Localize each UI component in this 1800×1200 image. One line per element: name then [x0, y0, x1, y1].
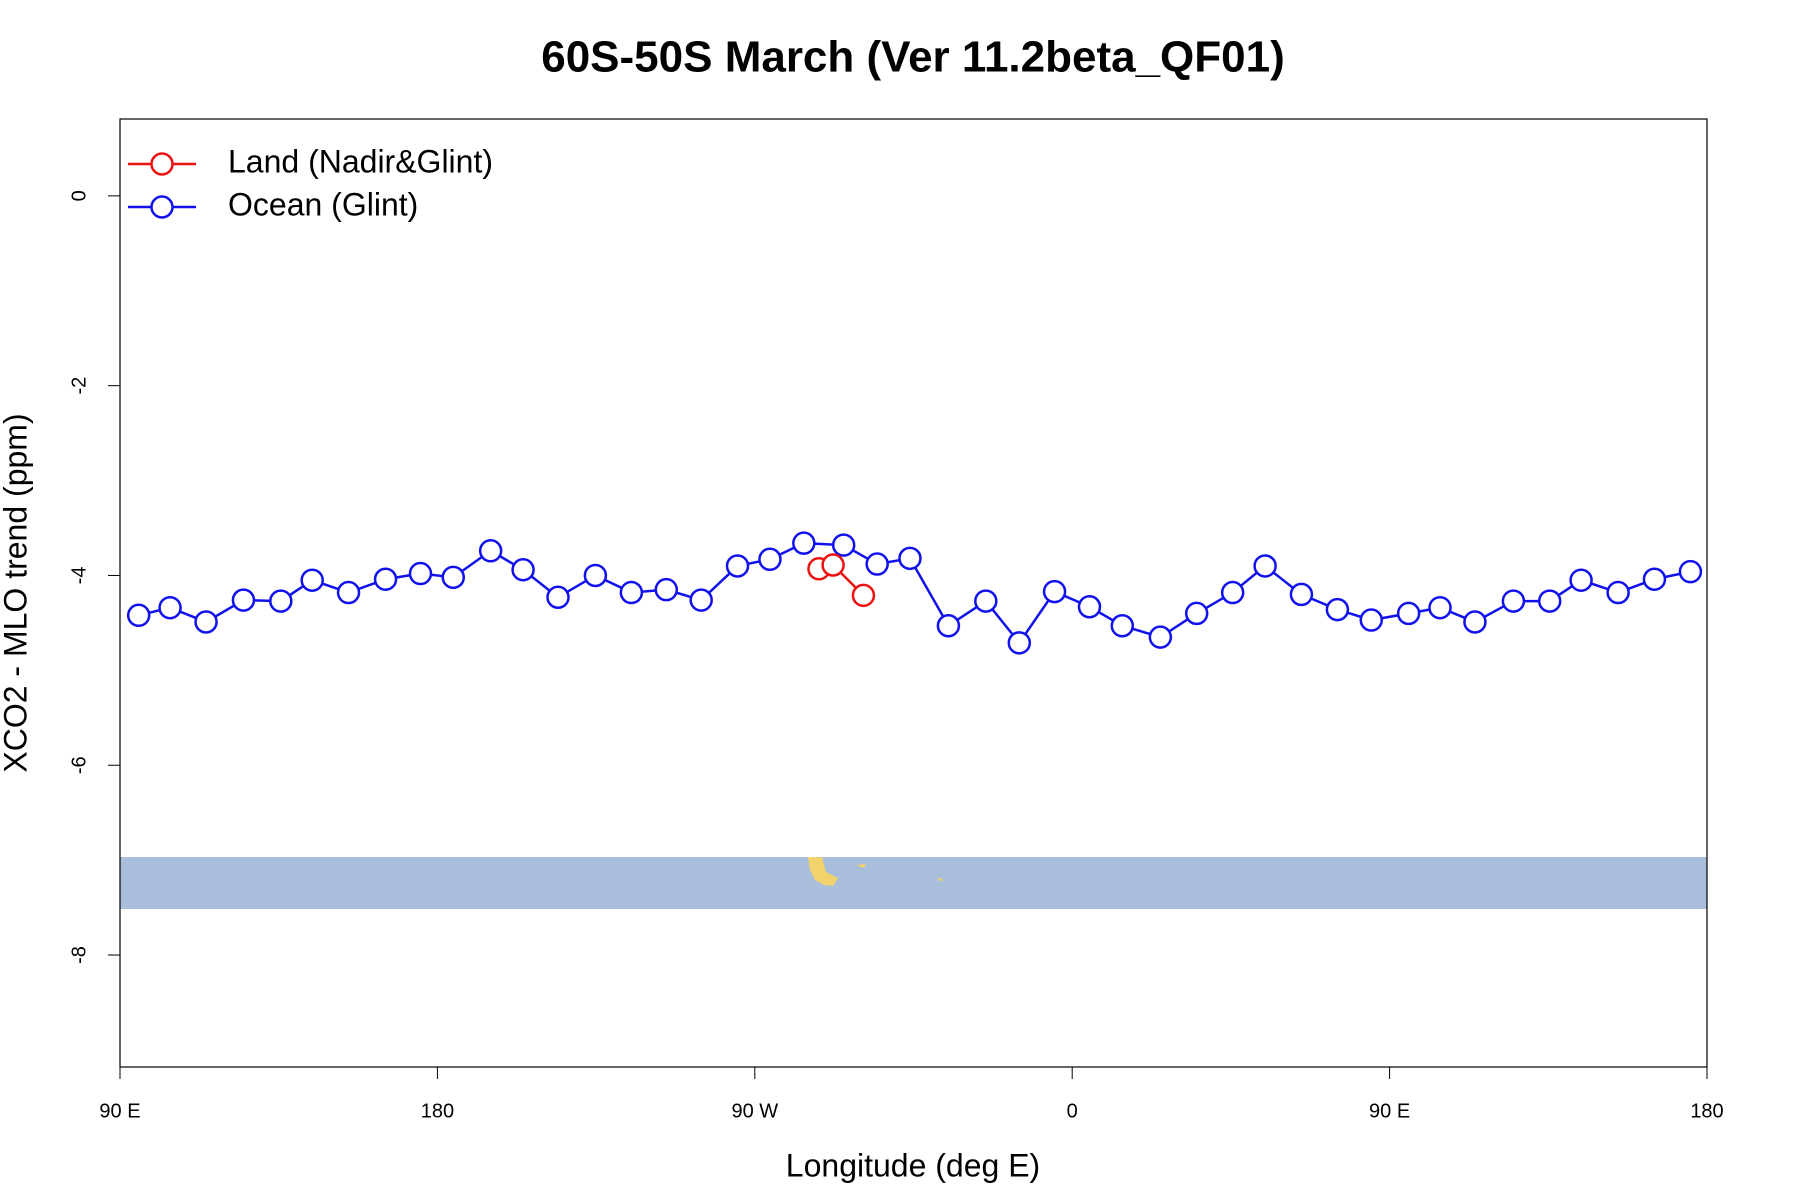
legend-label: Land (Nadir&Glint) [228, 143, 493, 179]
data-point [408, 561, 433, 586]
data-point [1569, 568, 1593, 592]
data-point [1396, 601, 1421, 626]
x-tick-label: 90 W [731, 1100, 778, 1122]
data-point [1184, 601, 1209, 626]
y-tick-label: -6 [68, 756, 90, 774]
data-point [1501, 589, 1526, 613]
data-point [126, 603, 151, 628]
x-tick-label: 90 E [1369, 1100, 1410, 1122]
data-point [865, 552, 889, 576]
legend-marker [150, 195, 174, 219]
data-point [1678, 559, 1703, 584]
data-point [1359, 608, 1384, 632]
land-shape [808, 857, 838, 886]
data-point [1220, 580, 1245, 605]
data-point [300, 568, 324, 592]
data-point [831, 533, 856, 557]
data-point [1042, 579, 1067, 604]
data-point [158, 595, 182, 620]
data-point [1110, 613, 1135, 638]
data-point [269, 589, 293, 613]
data-point [792, 531, 816, 555]
data-point [1253, 554, 1277, 578]
data-point [478, 539, 503, 563]
data-point [619, 580, 644, 605]
land-shape [937, 877, 944, 881]
data-point [936, 613, 961, 638]
data-point [1428, 595, 1452, 620]
y-axis-label: XCO2 - MLO trend (ppm) [0, 413, 33, 772]
data-point [373, 567, 398, 591]
x-axis-label: Longitude (deg E) [786, 1147, 1040, 1183]
data-point [194, 610, 218, 634]
data-point [1289, 582, 1314, 607]
legend-marker [150, 152, 174, 176]
data-point [583, 563, 608, 588]
data-point [1606, 580, 1630, 605]
data-point [1537, 589, 1562, 613]
data-point [1007, 631, 1032, 655]
chart-title: 60S-50S March (Ver 11.2beta_QF01) [541, 33, 1285, 82]
ocean-strip [120, 857, 1707, 909]
x-tick-label: 0 [1067, 1100, 1078, 1122]
data-point [546, 585, 570, 610]
y-tick-label: -2 [68, 377, 90, 395]
data-point [974, 589, 998, 613]
data-point [1325, 597, 1350, 622]
data-point [1463, 610, 1487, 634]
data-point [1077, 595, 1102, 619]
y-tick-label: 0 [68, 190, 90, 201]
data-point [758, 547, 782, 572]
data-point [851, 583, 876, 608]
land-shape [856, 864, 866, 868]
data-point [898, 546, 922, 571]
data-point [336, 580, 361, 605]
data-point [689, 588, 713, 612]
y-tick-label: -4 [68, 567, 90, 585]
map-strip [120, 857, 1707, 909]
data-point [725, 554, 750, 578]
data-point [654, 577, 679, 602]
data-point [821, 553, 845, 577]
data-point [441, 565, 466, 590]
data-point [231, 588, 256, 612]
x-tick-label: 90 E [99, 1100, 140, 1122]
data-point [1642, 567, 1667, 591]
data-point [511, 558, 535, 582]
x-tick-label: 180 [421, 1100, 454, 1122]
x-tick-label: 180 [1690, 1100, 1723, 1122]
y-tick-label: -8 [68, 946, 90, 964]
data-point [1148, 625, 1173, 649]
legend-label: Ocean (Glint) [228, 186, 418, 222]
